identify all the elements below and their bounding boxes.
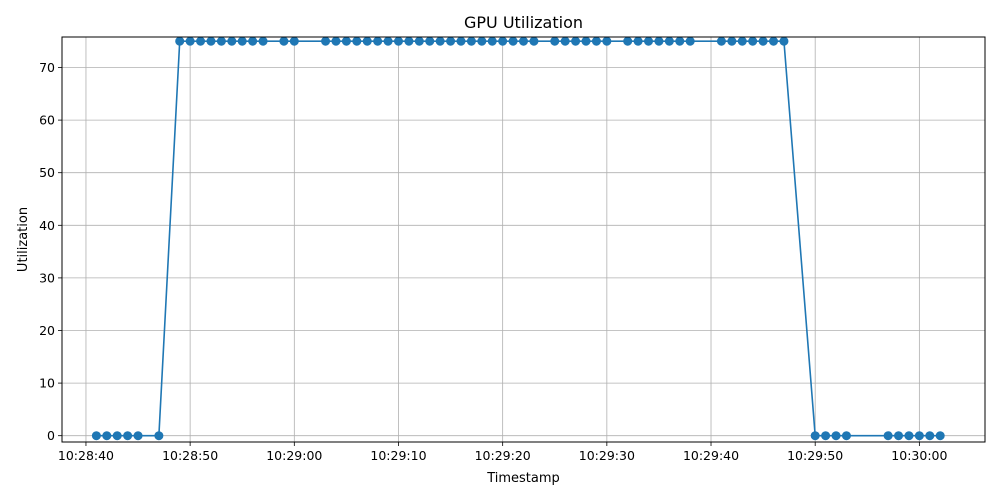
data-point	[91, 431, 101, 441]
data-point	[331, 36, 341, 46]
data-point	[737, 36, 747, 46]
x-tick-label: 10:30:00	[891, 448, 947, 463]
data-point	[571, 36, 581, 46]
y-tick-label: 50	[39, 165, 55, 180]
data-point	[466, 36, 476, 46]
data-point	[581, 36, 591, 46]
data-point	[112, 431, 122, 441]
y-tick-label: 10	[39, 376, 55, 391]
data-point	[373, 36, 383, 46]
data-point	[487, 36, 497, 46]
data-point	[206, 36, 216, 46]
data-point	[602, 36, 612, 46]
data-point	[248, 36, 258, 46]
y-tick-label: 20	[39, 323, 55, 338]
x-tick-label: 10:29:00	[266, 448, 322, 463]
x-axis: 10:28:40 10:28:50 10:29:00 10:29:10 10:29:20…	[58, 442, 947, 463]
data-point	[425, 36, 435, 46]
data-point	[664, 36, 674, 46]
data-point	[133, 431, 143, 441]
data-point	[654, 36, 664, 46]
x-tick-label: 10:29:20	[475, 448, 531, 463]
data-point	[904, 431, 914, 441]
data-point	[529, 36, 539, 46]
data-point	[154, 431, 164, 441]
data-point	[914, 431, 924, 441]
x-tick-label: 10:29:10	[370, 448, 426, 463]
y-axis-label: Utilization	[16, 207, 31, 272]
data-point	[341, 36, 351, 46]
data-point	[289, 36, 299, 46]
data-point	[550, 36, 560, 46]
x-tick-label: 10:29:40	[683, 448, 739, 463]
data-point	[237, 36, 247, 46]
data-point	[393, 36, 403, 46]
data-point	[196, 36, 206, 46]
data-point	[748, 36, 758, 46]
data-point	[175, 36, 185, 46]
x-axis-label: Timestamp	[486, 471, 560, 486]
data-point	[185, 36, 195, 46]
data-point	[883, 431, 893, 441]
data-point	[477, 36, 487, 46]
data-point	[102, 431, 112, 441]
data-point	[841, 431, 851, 441]
data-point	[227, 36, 237, 46]
data-point	[623, 36, 633, 46]
data-point	[675, 36, 685, 46]
data-point	[685, 36, 695, 46]
data-point	[123, 431, 133, 441]
data-point	[633, 36, 643, 46]
data-point	[498, 36, 508, 46]
data-point	[560, 36, 570, 46]
data-point	[258, 36, 268, 46]
data-point	[644, 36, 654, 46]
y-tick-label: 30	[39, 270, 55, 285]
data-point	[925, 431, 935, 441]
data-point	[727, 36, 737, 46]
data-point	[779, 36, 789, 46]
data-point	[519, 36, 528, 46]
data-point	[894, 431, 904, 441]
data-point	[769, 36, 779, 46]
data-point	[716, 36, 726, 46]
data-point	[821, 431, 831, 441]
y-tick-label: 40	[39, 218, 55, 233]
data-point	[414, 36, 424, 46]
data-point	[216, 36, 226, 46]
y-tick-label: 70	[39, 60, 55, 75]
chart-title: GPU Utilization	[464, 13, 583, 32]
data-point	[935, 431, 945, 441]
data-point	[435, 36, 445, 46]
data-point	[810, 431, 820, 441]
data-point	[362, 36, 372, 46]
data-point	[758, 36, 768, 46]
y-axis: 0 10 20 30 40 50 60 70	[39, 60, 62, 443]
data-point	[446, 36, 456, 46]
data-point	[404, 36, 414, 46]
series-markers	[91, 36, 945, 441]
x-tick-label: 10:29:50	[787, 448, 843, 463]
x-tick-label: 10:29:30	[579, 448, 635, 463]
data-point	[831, 431, 841, 441]
data-point	[591, 36, 601, 46]
plot-frame	[61, 36, 986, 443]
data-point	[321, 36, 331, 46]
y-tick-label: 60	[39, 113, 55, 128]
data-point	[456, 36, 466, 46]
x-tick-label: 10:28:40	[58, 448, 114, 463]
data-point	[352, 36, 362, 46]
data-point	[508, 36, 518, 46]
data-point	[383, 36, 393, 46]
y-tick-label: 0	[47, 428, 55, 443]
data-point	[279, 36, 289, 46]
x-tick-label: 10:28:50	[162, 448, 218, 463]
